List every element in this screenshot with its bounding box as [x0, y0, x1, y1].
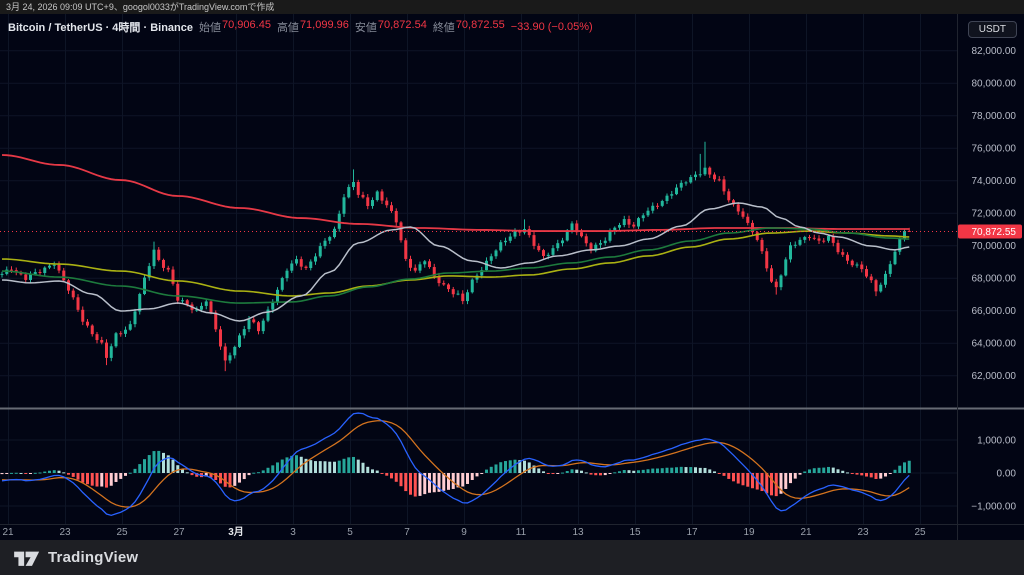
- svg-text:9: 9: [461, 527, 467, 538]
- svg-text:70,000.00: 70,000.00: [972, 241, 1017, 252]
- attribution-text: 3月 24, 2026 09:09 UTC+9、googol0033がTradi…: [6, 2, 275, 12]
- svg-text:27: 27: [173, 527, 185, 538]
- svg-text:64,000.00: 64,000.00: [972, 339, 1017, 350]
- price-axis[interactable]: 82,000.00 80,000.00 78,000.00 76,000.00 74,0…: [958, 46, 1022, 513]
- svg-text:70,872.55: 70,872.55: [972, 227, 1017, 238]
- ma-fast-white: [1, 202, 910, 322]
- svg-text:62,000.00: 62,000.00: [972, 371, 1017, 382]
- svg-text:72,000.00: 72,000.00: [972, 209, 1017, 220]
- tradingview-logo[interactable]: TradingView: [14, 548, 138, 568]
- svg-text:17: 17: [686, 527, 698, 538]
- svg-text:−1,000.00: −1,000.00: [971, 502, 1016, 513]
- ma-green: [1, 227, 910, 304]
- symbol-descriptor[interactable]: Bitcoin / TetherUS · 4時間 · Binance: [8, 22, 193, 34]
- legend-close: 終値 70,872.55: [432, 19, 505, 34]
- svg-text:23: 23: [857, 527, 869, 538]
- svg-text:23: 23: [59, 527, 71, 538]
- attribution-bar: 3月 24, 2026 09:09 UTC+9、googol0033がTradi…: [0, 0, 1024, 14]
- legend-low: 安値 70,872.54: [354, 19, 427, 34]
- svg-text:25: 25: [116, 527, 128, 538]
- svg-text:3: 3: [290, 527, 296, 538]
- svg-text:5: 5: [347, 527, 353, 538]
- tradingview-logo-icon: [14, 551, 40, 566]
- currency-toggle-button[interactable]: USDT: [967, 21, 1017, 38]
- footer-bar: TradingView: [0, 540, 1024, 575]
- svg-text:11: 11: [516, 527, 527, 538]
- chart-background: [0, 14, 1024, 540]
- brand-text: TradingView: [48, 549, 139, 566]
- svg-text:13: 13: [572, 527, 584, 538]
- moving-averages-layer: [1, 154, 910, 322]
- svg-text:21: 21: [800, 527, 812, 538]
- svg-text:80,000.00: 80,000.00: [972, 79, 1017, 90]
- svg-text:66,000.00: 66,000.00: [972, 306, 1017, 317]
- change-value: −33.90 (−0.05%): [510, 21, 593, 33]
- svg-text:1,000.00: 1,000.00: [977, 436, 1016, 447]
- svg-text:78,000.00: 78,000.00: [972, 111, 1017, 122]
- ma-slow-red: [1, 154, 910, 232]
- svg-text:0.00: 0.00: [997, 469, 1017, 480]
- macd-layer: [0, 412, 911, 517]
- svg-text:7: 7: [404, 527, 410, 538]
- svg-text:68,000.00: 68,000.00: [972, 274, 1017, 285]
- legend-open: 始値 70,906.45: [199, 19, 271, 34]
- svg-text:76,000.00: 76,000.00: [972, 144, 1017, 155]
- svg-text:25: 25: [914, 527, 926, 538]
- svg-text:15: 15: [629, 527, 641, 538]
- ma-yellow: [1, 230, 910, 297]
- svg-text:82,000.00: 82,000.00: [972, 46, 1017, 57]
- macd-signal-line: [1, 420, 910, 508]
- macd-line: [1, 412, 910, 517]
- time-axis[interactable]: 21 23 25 27 3月 3 5 7 9 11 13 15 17 19 21 23 25: [2, 526, 926, 538]
- svg-text:74,000.00: 74,000.00: [972, 176, 1017, 187]
- svg-text:21: 21: [2, 527, 14, 538]
- svg-text:3月: 3月: [228, 526, 244, 538]
- legend-high: 高値 71,099.96: [276, 19, 349, 34]
- svg-text:19: 19: [743, 527, 755, 538]
- legend: Bitcoin / TetherUS · 4時間 · Binance 始値 70,…: [8, 19, 593, 34]
- last-price-badge: [958, 224, 1022, 239]
